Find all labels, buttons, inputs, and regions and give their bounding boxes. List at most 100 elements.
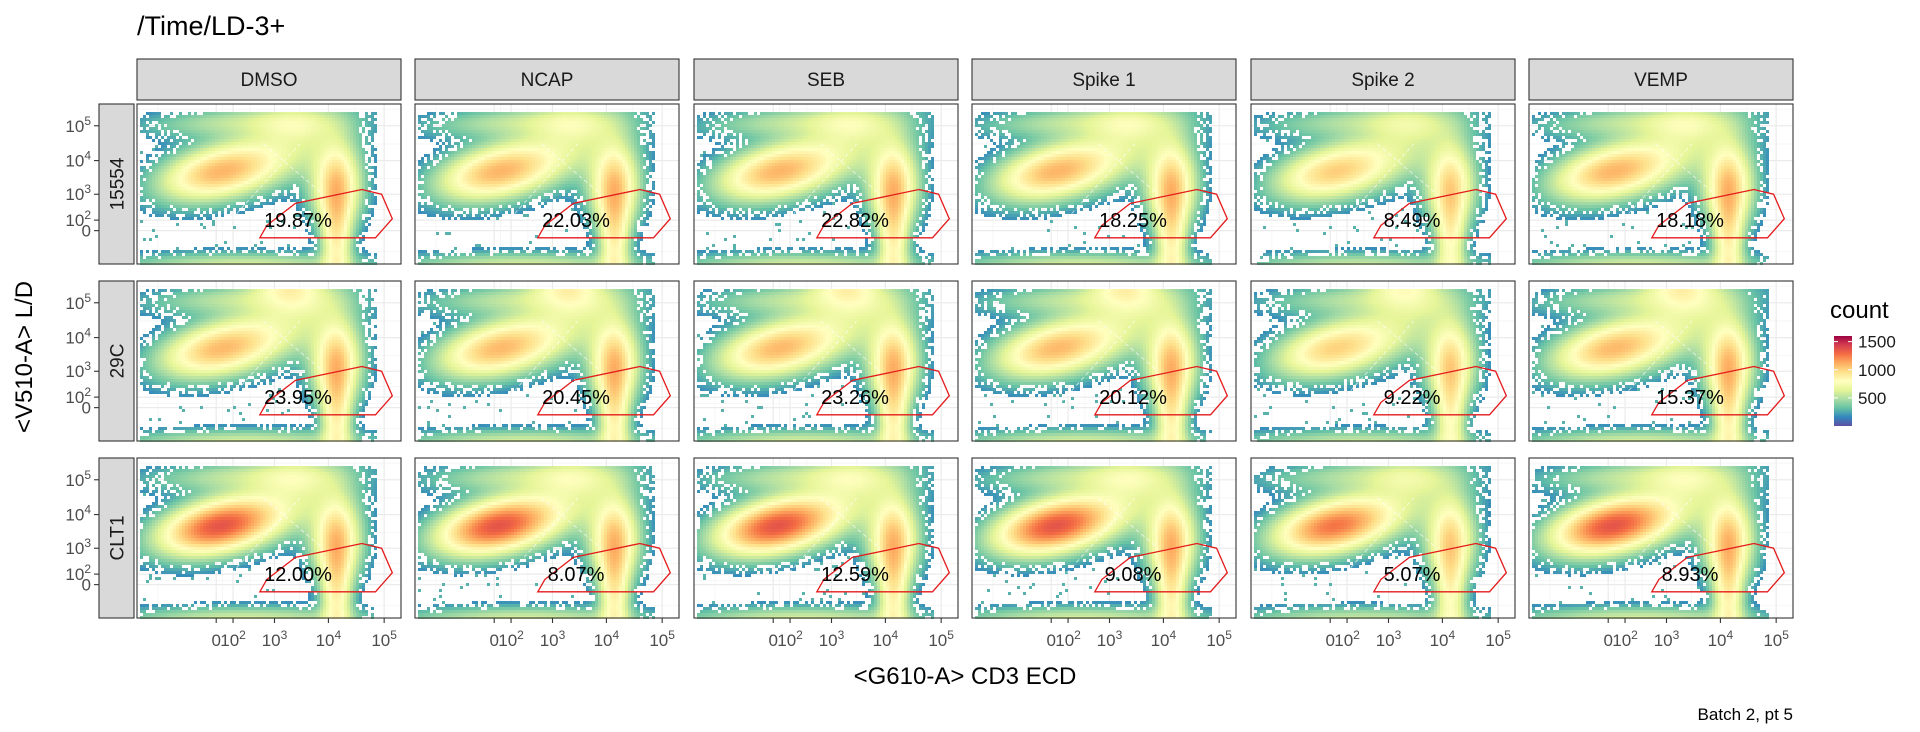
density-cell: [335, 199, 338, 202]
density-cell: [158, 181, 161, 184]
density-cell: [314, 175, 317, 178]
density-cell: [212, 157, 215, 160]
density-cell: [245, 151, 248, 154]
density-cell: [350, 193, 353, 196]
density-cell: [212, 124, 215, 127]
density-cell: [371, 154, 374, 157]
density-cell: [248, 190, 251, 193]
density-cell: [308, 160, 311, 163]
density-cell: [347, 181, 350, 184]
density-cell: [158, 169, 161, 172]
density-cell: [317, 121, 320, 124]
density-cell: [329, 160, 332, 163]
density-cell: [332, 172, 335, 175]
density-cell: [311, 196, 314, 199]
density-cell: [215, 142, 218, 145]
density-cell: [215, 184, 218, 187]
density-cell: [296, 130, 299, 133]
density-cell: [299, 190, 302, 193]
density-cell: [350, 223, 353, 226]
density-cell: [152, 127, 155, 130]
density-cell: [176, 142, 179, 145]
density-cell: [188, 187, 191, 190]
density-cell: [212, 145, 215, 148]
density-cell: [263, 187, 266, 190]
density-cell: [149, 181, 152, 184]
density-cell: [215, 193, 218, 196]
density-cell: [308, 184, 311, 187]
density-cell: [296, 112, 299, 115]
density-cell: [179, 211, 182, 214]
density-cell: [353, 145, 356, 148]
density-cell: [314, 121, 317, 124]
density-cell: [317, 154, 320, 157]
density-cell: [200, 118, 203, 121]
density-cell: [284, 139, 287, 142]
density-cell: [248, 115, 251, 118]
density-cell: [260, 151, 263, 154]
density-cell: [182, 217, 185, 220]
density-cell: [164, 175, 167, 178]
density-cell: [233, 112, 236, 115]
density-cell: [188, 208, 191, 211]
density-cell: [332, 133, 335, 136]
density-cell: [290, 136, 293, 139]
density-cell: [182, 130, 185, 133]
density-cell: [257, 181, 260, 184]
density-cell: [341, 121, 344, 124]
density-cell: [350, 211, 353, 214]
density-cell: [164, 202, 167, 205]
density-cell: [293, 121, 296, 124]
density-cell: [371, 136, 374, 139]
density-cell: [194, 139, 197, 142]
density-cell: [284, 172, 287, 175]
density-cell: [194, 172, 197, 175]
density-cell: [332, 160, 335, 163]
density-cell: [302, 115, 305, 118]
density-cell: [335, 187, 338, 190]
density-cell: [209, 145, 212, 148]
density-cell: [224, 136, 227, 139]
density-cell: [332, 136, 335, 139]
density-cell: [320, 181, 323, 184]
density-cell: [170, 154, 173, 157]
density-cell: [305, 130, 308, 133]
density-cell: [170, 202, 173, 205]
density-cell: [257, 175, 260, 178]
density-cell: [347, 229, 350, 232]
density-cell: [269, 118, 272, 121]
density-cell: [215, 115, 218, 118]
density-cell: [203, 193, 206, 196]
density-cell: [269, 166, 272, 169]
density-cell: [251, 187, 254, 190]
density-cell: [344, 157, 347, 160]
density-cell: [329, 142, 332, 145]
density-cell: [224, 196, 227, 199]
density-cell: [143, 196, 146, 199]
density-cell: [158, 142, 161, 145]
density-cell: [347, 178, 350, 181]
density-cell: [287, 169, 290, 172]
density-cell: [356, 196, 359, 199]
density-cell: [173, 139, 176, 142]
density-cell: [302, 190, 305, 193]
density-cell: [230, 199, 233, 202]
density-cell: [350, 136, 353, 139]
density-cell: [170, 151, 173, 154]
density-cell: [278, 136, 281, 139]
density-cell: [299, 145, 302, 148]
density-cell: [338, 199, 341, 202]
density-cell: [311, 148, 314, 151]
density-cell: [230, 190, 233, 193]
density-cell: [308, 115, 311, 118]
density-cell: [251, 181, 254, 184]
density-cell: [212, 184, 215, 187]
density-cell: [179, 169, 182, 172]
density-cell: [302, 193, 305, 196]
density-cell: [197, 151, 200, 154]
density-cell: [224, 148, 227, 151]
density-cell: [299, 157, 302, 160]
density-cell: [236, 142, 239, 145]
density-cell: [218, 175, 221, 178]
density-cell: [200, 115, 203, 118]
